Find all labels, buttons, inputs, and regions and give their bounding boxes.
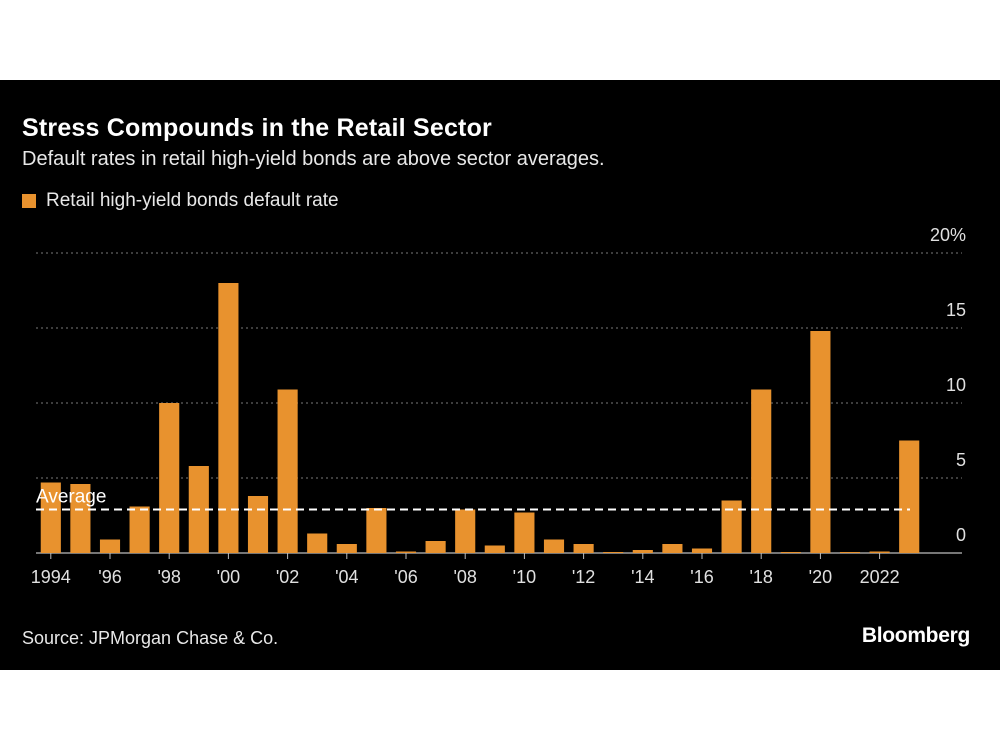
bar-2013 <box>603 552 624 553</box>
bar-2001 <box>247 496 269 553</box>
bar-2009 <box>484 545 505 553</box>
average-marker: Average <box>36 487 910 511</box>
bar-2020 <box>810 331 831 553</box>
legend-label: Retail high-yield bonds default rate <box>46 190 339 211</box>
legend-swatch <box>22 194 36 208</box>
bar-1996 <box>99 539 121 553</box>
bar-2008 <box>455 509 476 553</box>
bar-2005 <box>366 508 387 553</box>
x-tick-label: '00 <box>217 567 240 587</box>
x-tick-label: '10 <box>513 567 536 587</box>
bar-2016 <box>691 548 713 553</box>
y-tick-label: 0 <box>956 525 966 545</box>
x-tick-label: 2022 <box>860 567 900 587</box>
x-tick-label: '12 <box>572 567 595 587</box>
bar-2021 <box>839 552 861 553</box>
bar-chart: Average 1994 '96 '98 '00 '02 '04 '06 '08 '10 '12 '… <box>31 225 966 587</box>
y-tick-label: 10 <box>946 375 966 395</box>
bar-2000 <box>218 283 239 553</box>
chart-title: Stress Compounds in the Retail Sector <box>22 114 492 142</box>
y-tick-label: 5 <box>956 450 966 470</box>
bar-2022 <box>869 551 890 553</box>
bar-2015 <box>662 544 683 553</box>
bar-2019 <box>780 552 801 553</box>
x-tick-label: '14 <box>631 567 654 587</box>
x-axis-ticks: 1994 '96 '98 '00 '02 '04 '06 '08 '10 '12 '14 '16 '18… <box>31 553 900 587</box>
bar-2003 <box>307 533 328 553</box>
x-tick-label: '18 <box>749 567 772 587</box>
bar-2011 <box>543 539 565 553</box>
bar-1997 <box>129 506 150 553</box>
x-tick-label: '02 <box>276 567 299 587</box>
x-tick-label: 1994 <box>31 567 71 587</box>
bar-2023 <box>899 440 920 553</box>
chart-panel: Stress Compounds in the Retail Sector De… <box>0 80 1000 670</box>
x-tick-label: '96 <box>98 567 121 587</box>
bar-2006 <box>395 551 417 553</box>
bar-1998 <box>159 403 180 553</box>
x-tick-label: '98 <box>157 567 180 587</box>
average-label: Average <box>36 487 106 508</box>
legend: Retail high-yield bonds default rate <box>22 190 339 212</box>
y-tick-label: 20% <box>930 225 966 245</box>
x-tick-label: '06 <box>394 567 417 587</box>
bar-2012 <box>573 544 594 553</box>
bar-2014 <box>632 550 653 553</box>
bloomberg-logo: Bloomberg <box>861 624 970 647</box>
bar-2007 <box>425 541 446 553</box>
bar-2004 <box>336 544 357 553</box>
bar-2010 <box>514 512 535 553</box>
bars <box>40 283 920 553</box>
x-tick-label: '16 <box>690 567 713 587</box>
bar-1995 <box>70 484 91 553</box>
x-tick-label: '04 <box>335 567 358 587</box>
bar-1994 <box>40 482 61 553</box>
y-tick-label: 15 <box>946 300 966 320</box>
source-note: Source: JPMorgan Chase & Co. <box>22 628 279 648</box>
bar-2018 <box>751 389 772 553</box>
y-axis-ticks: 0 5 10 15 20% <box>930 225 966 545</box>
x-tick-label: '20 <box>809 567 832 587</box>
x-tick-label: '08 <box>453 567 476 587</box>
bar-2017 <box>721 500 742 553</box>
chart-subtitle: Default rates in retail high-yield bonds… <box>22 148 605 170</box>
bar-2002 <box>277 389 298 553</box>
